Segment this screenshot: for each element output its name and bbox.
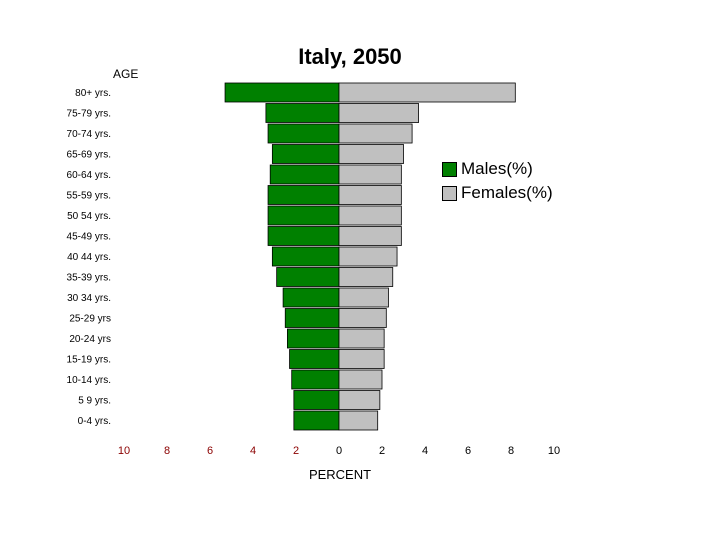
- female-bar: [338, 287, 389, 308]
- female-bar: [338, 144, 404, 164]
- male-bar: [269, 164, 340, 185]
- male-bar: [267, 123, 340, 144]
- female-bar: [338, 226, 402, 246]
- female-bar: [338, 308, 387, 328]
- male-bar: [265, 103, 340, 123]
- x-tick-label: 0: [336, 445, 342, 457]
- male-bar: [293, 410, 340, 431]
- female-bar: [338, 246, 398, 267]
- x-tick-label: 10: [118, 445, 130, 457]
- age-tick-label: 5 9 yrs.: [78, 396, 111, 407]
- age-tick-label: 30 34 yrs.: [67, 293, 111, 304]
- female-bar: [338, 82, 516, 103]
- x-tick-label: 6: [207, 445, 213, 457]
- x-tick-label: 2: [293, 445, 299, 457]
- female-bar: [338, 369, 383, 390]
- male-bar: [293, 390, 340, 410]
- age-tick-label: 35-39 yrs.: [67, 273, 111, 284]
- female-bar: [338, 410, 379, 431]
- x-axis-label: PERCENT: [308, 467, 372, 482]
- legend-swatch-females: [442, 185, 457, 201]
- age-tick-label: 15-19 yrs.: [67, 355, 111, 366]
- legend-swatch-males: [442, 161, 457, 177]
- age-tick-label: 25-29 yrs: [69, 314, 111, 325]
- age-tick-label: 10-14 yrs.: [67, 375, 111, 386]
- x-tick-label: 4: [250, 445, 256, 457]
- female-bar: [338, 164, 402, 185]
- male-bar: [276, 267, 340, 287]
- age-tick-label: 20-24 yrs: [69, 334, 111, 345]
- age-tick-label: 50 54 yrs.: [67, 211, 111, 222]
- female-bar: [338, 267, 394, 287]
- male-bar: [282, 287, 340, 308]
- chart-title: Italy, 2050: [298, 44, 402, 69]
- y-axis-label: AGE: [113, 67, 139, 81]
- age-tick-label: 55-59 yrs.: [67, 191, 111, 202]
- female-bar: [338, 205, 402, 226]
- female-bar: [338, 349, 385, 369]
- age-tick-label: 60-64 yrs.: [67, 170, 111, 181]
- male-bar: [286, 328, 340, 349]
- female-bar: [338, 185, 402, 205]
- age-tick-label: 0-4 yrs.: [78, 416, 111, 427]
- male-bar: [289, 349, 340, 369]
- legend-label-males: Males(%): [461, 159, 533, 178]
- male-bar: [267, 185, 340, 205]
- female-bar: [338, 328, 385, 349]
- male-bar: [271, 144, 340, 164]
- x-tick-label: 4: [422, 445, 428, 457]
- male-bar: [224, 82, 340, 103]
- legend: Males(%) Females(%): [442, 157, 553, 205]
- female-bar: [338, 123, 413, 144]
- legend-item-females: Females(%): [442, 181, 553, 205]
- legend-item-males: Males(%): [442, 157, 553, 181]
- age-tick-label: 65-69 yrs.: [67, 150, 111, 161]
- male-bar: [267, 226, 340, 246]
- x-tick-label: 6: [465, 445, 471, 457]
- male-bar: [291, 369, 340, 390]
- male-bar: [271, 246, 340, 267]
- male-bar: [267, 205, 340, 226]
- female-bar: [338, 103, 419, 123]
- x-tick-label: 8: [164, 445, 170, 457]
- age-tick-label: 70-74 yrs.: [67, 129, 111, 140]
- age-tick-label: 75-79 yrs.: [67, 109, 111, 120]
- legend-label-females: Females(%): [461, 183, 553, 202]
- female-bar: [338, 390, 381, 410]
- x-tick-label: 10: [548, 445, 560, 457]
- male-bar: [284, 308, 340, 328]
- age-tick-label: 80+ yrs.: [75, 88, 111, 99]
- x-tick-label: 2: [379, 445, 385, 457]
- x-tick-label: 8: [508, 445, 514, 457]
- age-tick-label: 40 44 yrs.: [67, 252, 111, 263]
- age-tick-label: 45-49 yrs.: [67, 232, 111, 243]
